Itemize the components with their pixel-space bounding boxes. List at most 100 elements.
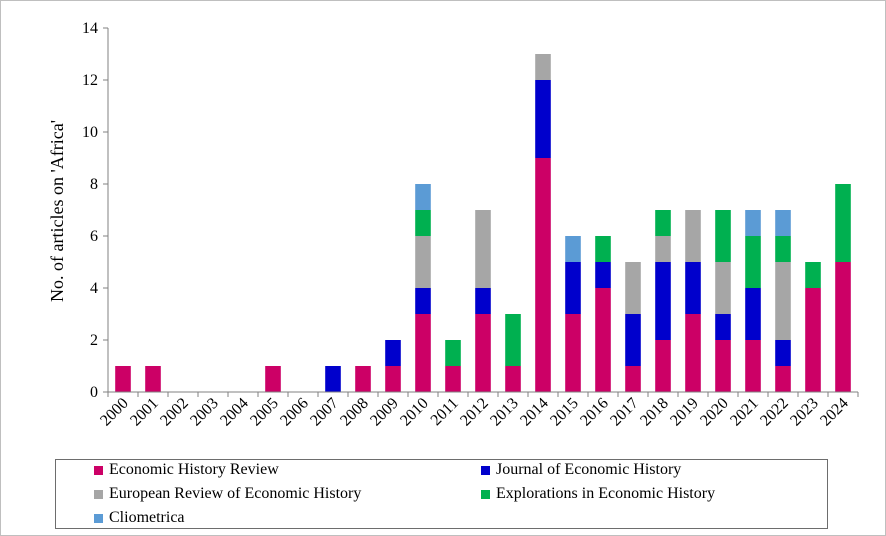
y-tick-label: 4 bbox=[90, 280, 98, 297]
bar-segment bbox=[655, 340, 671, 392]
x-tick-label: 2010 bbox=[397, 395, 432, 430]
y-tick-label: 10 bbox=[82, 124, 98, 141]
legend-label: Journal of Economic History bbox=[496, 461, 682, 478]
bar-segment bbox=[505, 314, 521, 366]
y-axis-label: No. of articles on 'Africa' bbox=[47, 120, 67, 302]
x-tick-label: 2001 bbox=[127, 395, 162, 430]
legend-item-journal-of-economic-history: Journal of Economic History bbox=[481, 461, 681, 479]
bar-segment bbox=[475, 314, 491, 392]
bar-segment bbox=[505, 366, 521, 392]
bars-group bbox=[115, 54, 851, 392]
legend-item-european-review-of-economic-history: European Review of Economic History bbox=[94, 485, 361, 503]
x-tick-label: 2009 bbox=[367, 395, 402, 430]
bar-segment bbox=[355, 366, 371, 392]
legend-item-explorations-in-economic-history: Explorations in Economic History bbox=[481, 485, 715, 503]
bar-segment bbox=[415, 288, 431, 314]
x-ticks-group: 2000200120022003200420052006200720082009… bbox=[97, 392, 859, 430]
bar-segment bbox=[685, 314, 701, 392]
stacked-bar-chart: 0 2 4 6 8 10 12 14 2000200120022003200420052006… bbox=[47, 20, 859, 430]
x-tick-label: 2024 bbox=[817, 395, 852, 430]
bar-segment bbox=[325, 366, 341, 392]
bar-segment bbox=[835, 184, 851, 262]
bar-segment bbox=[715, 210, 731, 262]
x-tick-label: 2019 bbox=[667, 395, 702, 430]
x-tick-label: 2000 bbox=[97, 395, 132, 430]
bar-segment bbox=[655, 236, 671, 262]
bar-segment bbox=[475, 288, 491, 314]
legend-label: Cliometrica bbox=[109, 509, 185, 526]
x-tick-label: 2020 bbox=[697, 395, 732, 430]
bar-segment bbox=[385, 340, 401, 366]
x-tick-label: 2008 bbox=[337, 395, 372, 430]
x-tick-label: 2006 bbox=[277, 395, 312, 430]
bar-segment bbox=[415, 210, 431, 236]
x-tick-label: 2021 bbox=[727, 395, 762, 430]
bar-segment bbox=[535, 158, 551, 392]
legend-item-economic-history-review: Economic History Review bbox=[94, 461, 279, 479]
bar-segment bbox=[445, 366, 461, 392]
legend-swatch bbox=[481, 489, 490, 499]
bar-segment bbox=[715, 262, 731, 314]
x-tick-label: 2005 bbox=[247, 395, 282, 430]
bar-segment bbox=[625, 262, 641, 314]
y-tick-label: 14 bbox=[82, 20, 98, 37]
bar-segment bbox=[775, 210, 791, 236]
bar-segment bbox=[565, 262, 581, 314]
bar-segment bbox=[655, 210, 671, 236]
bar-segment bbox=[595, 288, 611, 392]
bar-segment bbox=[715, 314, 731, 340]
x-tick-label: 2004 bbox=[217, 395, 252, 430]
bar-segment bbox=[625, 314, 641, 366]
bar-segment bbox=[685, 262, 701, 314]
bar-segment bbox=[415, 184, 431, 210]
x-tick-label: 2013 bbox=[487, 395, 522, 430]
bar-segment bbox=[265, 366, 281, 392]
bar-segment bbox=[595, 262, 611, 288]
bar-segment bbox=[715, 340, 731, 392]
legend-swatch bbox=[481, 465, 490, 475]
x-tick-label: 2015 bbox=[547, 395, 582, 430]
legend-label: European Review of Economic History bbox=[109, 485, 362, 502]
x-tick-label: 2017 bbox=[607, 395, 642, 430]
x-tick-label: 2014 bbox=[517, 395, 552, 430]
x-tick-label: 2023 bbox=[787, 395, 822, 430]
legend-swatch bbox=[94, 489, 103, 499]
bar-segment bbox=[595, 236, 611, 262]
x-tick-label: 2011 bbox=[428, 395, 462, 429]
legend-label: Economic History Review bbox=[109, 461, 279, 478]
bar-segment bbox=[745, 236, 761, 288]
bar-segment bbox=[565, 236, 581, 262]
bar-segment bbox=[115, 366, 131, 392]
legend: Economic History Review Journal of Econo… bbox=[55, 459, 828, 529]
x-tick-label: 2022 bbox=[757, 395, 792, 430]
x-tick-label: 2002 bbox=[157, 395, 192, 430]
y-tick-label: 6 bbox=[90, 228, 98, 245]
bar-segment bbox=[145, 366, 161, 392]
y-ticks-group: 0 2 4 6 8 10 12 14 bbox=[82, 20, 108, 401]
bar-segment bbox=[625, 366, 641, 392]
bar-segment bbox=[745, 288, 761, 340]
legend-label: Explorations in Economic History bbox=[496, 485, 716, 502]
bar-segment bbox=[415, 236, 431, 288]
bar-segment bbox=[805, 262, 821, 288]
bar-segment bbox=[535, 54, 551, 80]
bar-segment bbox=[445, 340, 461, 366]
legend-item-cliometrica: Cliometrica bbox=[94, 509, 185, 527]
x-tick-label: 2018 bbox=[637, 395, 672, 430]
bar-segment bbox=[475, 210, 491, 288]
x-tick-label: 2016 bbox=[577, 395, 612, 430]
bar-segment bbox=[745, 210, 761, 236]
bar-segment bbox=[775, 340, 791, 366]
bar-segment bbox=[385, 366, 401, 392]
bar-segment bbox=[535, 80, 551, 158]
x-tick-label: 2007 bbox=[307, 395, 342, 430]
bar-segment bbox=[805, 288, 821, 392]
bar-segment bbox=[415, 314, 431, 392]
bar-segment bbox=[775, 366, 791, 392]
bar-segment bbox=[745, 340, 761, 392]
y-tick-label: 0 bbox=[90, 384, 98, 401]
y-tick-label: 8 bbox=[90, 176, 98, 193]
x-tick-label: 2003 bbox=[187, 395, 222, 430]
bar-segment bbox=[655, 262, 671, 340]
